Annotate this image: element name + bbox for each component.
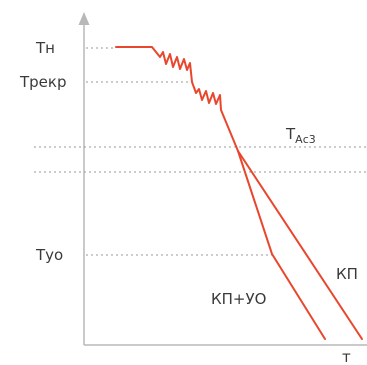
cooling-curves — [115, 46, 363, 340]
curve-labels: КП КП+УО — [211, 265, 358, 308]
curve-kp-uo — [237, 150, 326, 340]
axis-labels: Тн Трекр ТАс3 Туо т — [19, 39, 351, 365]
label-tuo: Туо — [35, 246, 63, 264]
label-trekr: Трекр — [19, 73, 67, 91]
y-axis-arrow-icon — [78, 12, 90, 25]
label-tau: т — [342, 348, 351, 365]
label-tn: Тн — [35, 39, 55, 57]
label-kp: КП — [336, 265, 358, 283]
label-tac3-sub: Ас3 — [295, 133, 316, 146]
curve-common — [115, 46, 239, 152]
label-tac3: ТАс3 — [285, 125, 316, 146]
guide-lines — [34, 47, 367, 256]
axes — [78, 12, 367, 346]
label-kp-uo: КП+УО — [211, 290, 266, 308]
label-tac3-main: Т — [285, 125, 296, 143]
curve-kp — [237, 150, 363, 340]
